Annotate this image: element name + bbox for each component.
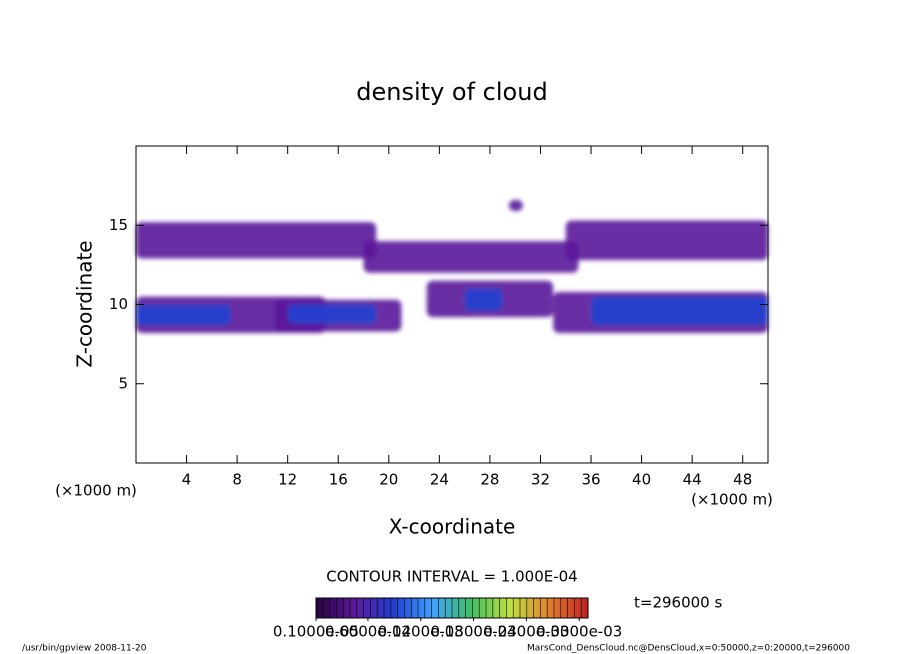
x-tick-label: 28 [480,471,499,489]
colorbar-tick-label: 0.2400e-03 [483,623,569,641]
contour-region [591,296,768,326]
contour-region [287,304,377,324]
x-tick-label: 36 [581,471,600,489]
x-tick-label: 40 [632,471,651,489]
footer-right: MarsCond_DensCloud.nc@DensCloud,x=0:5000… [527,644,850,654]
x-tick-label: 44 [683,471,702,489]
x-tick-label: 8 [232,471,242,489]
y-tick-label: 15 [109,216,128,234]
colorbar-tick-label: 0.6000e-04 [325,623,411,641]
x-tick-label: 16 [329,471,348,489]
y-unit: (×1000 m) [55,482,137,500]
colorbar-tick-label: 0.1200e-03 [378,623,464,641]
contour-region [464,288,503,311]
x-tick-label: 48 [733,471,752,489]
x-tick-label: 32 [531,471,550,489]
y-tick-label: 10 [109,295,128,313]
x-label: X-coordinate [389,515,516,539]
x-unit: (×1000 m) [691,491,773,509]
y-label: Z-coordinate [73,240,97,367]
x-tick-label: 20 [379,471,398,489]
contour-region [363,241,579,273]
time-label: t=296000 s [634,594,722,612]
colorbar-tick-label: 0.1800e-03 [430,623,516,641]
x-tick-label: 24 [430,471,449,489]
y-tick-label: 5 [118,374,128,392]
x-tick-label: 4 [182,471,192,489]
contour-region [136,222,377,259]
contour-interval: CONTOUR INTERVAL = 1.000E-04 [326,568,577,586]
contour-region [136,304,231,326]
chart-title: density of cloud [356,78,547,106]
contour-region [508,199,523,211]
contour-region [565,220,768,261]
contour-field [136,199,768,334]
x-tick-label: 12 [278,471,297,489]
colorbar-tick-label: 0.3000e-03 [536,623,622,641]
colorbar-tick-label: 0.1000e-05 [273,623,359,641]
footer-left: /usr/bin/gpview 2008-11-20 [22,644,147,654]
